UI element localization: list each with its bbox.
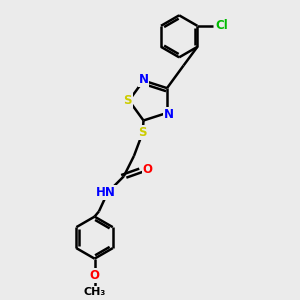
Text: CH₃: CH₃ (83, 286, 106, 297)
Text: S: S (139, 126, 147, 139)
Text: HN: HN (96, 186, 116, 199)
Text: O: O (143, 164, 153, 176)
Text: S: S (123, 94, 132, 107)
Text: O: O (90, 269, 100, 282)
Text: Cl: Cl (216, 19, 229, 32)
Text: N: N (139, 73, 148, 85)
Text: N: N (164, 108, 173, 121)
